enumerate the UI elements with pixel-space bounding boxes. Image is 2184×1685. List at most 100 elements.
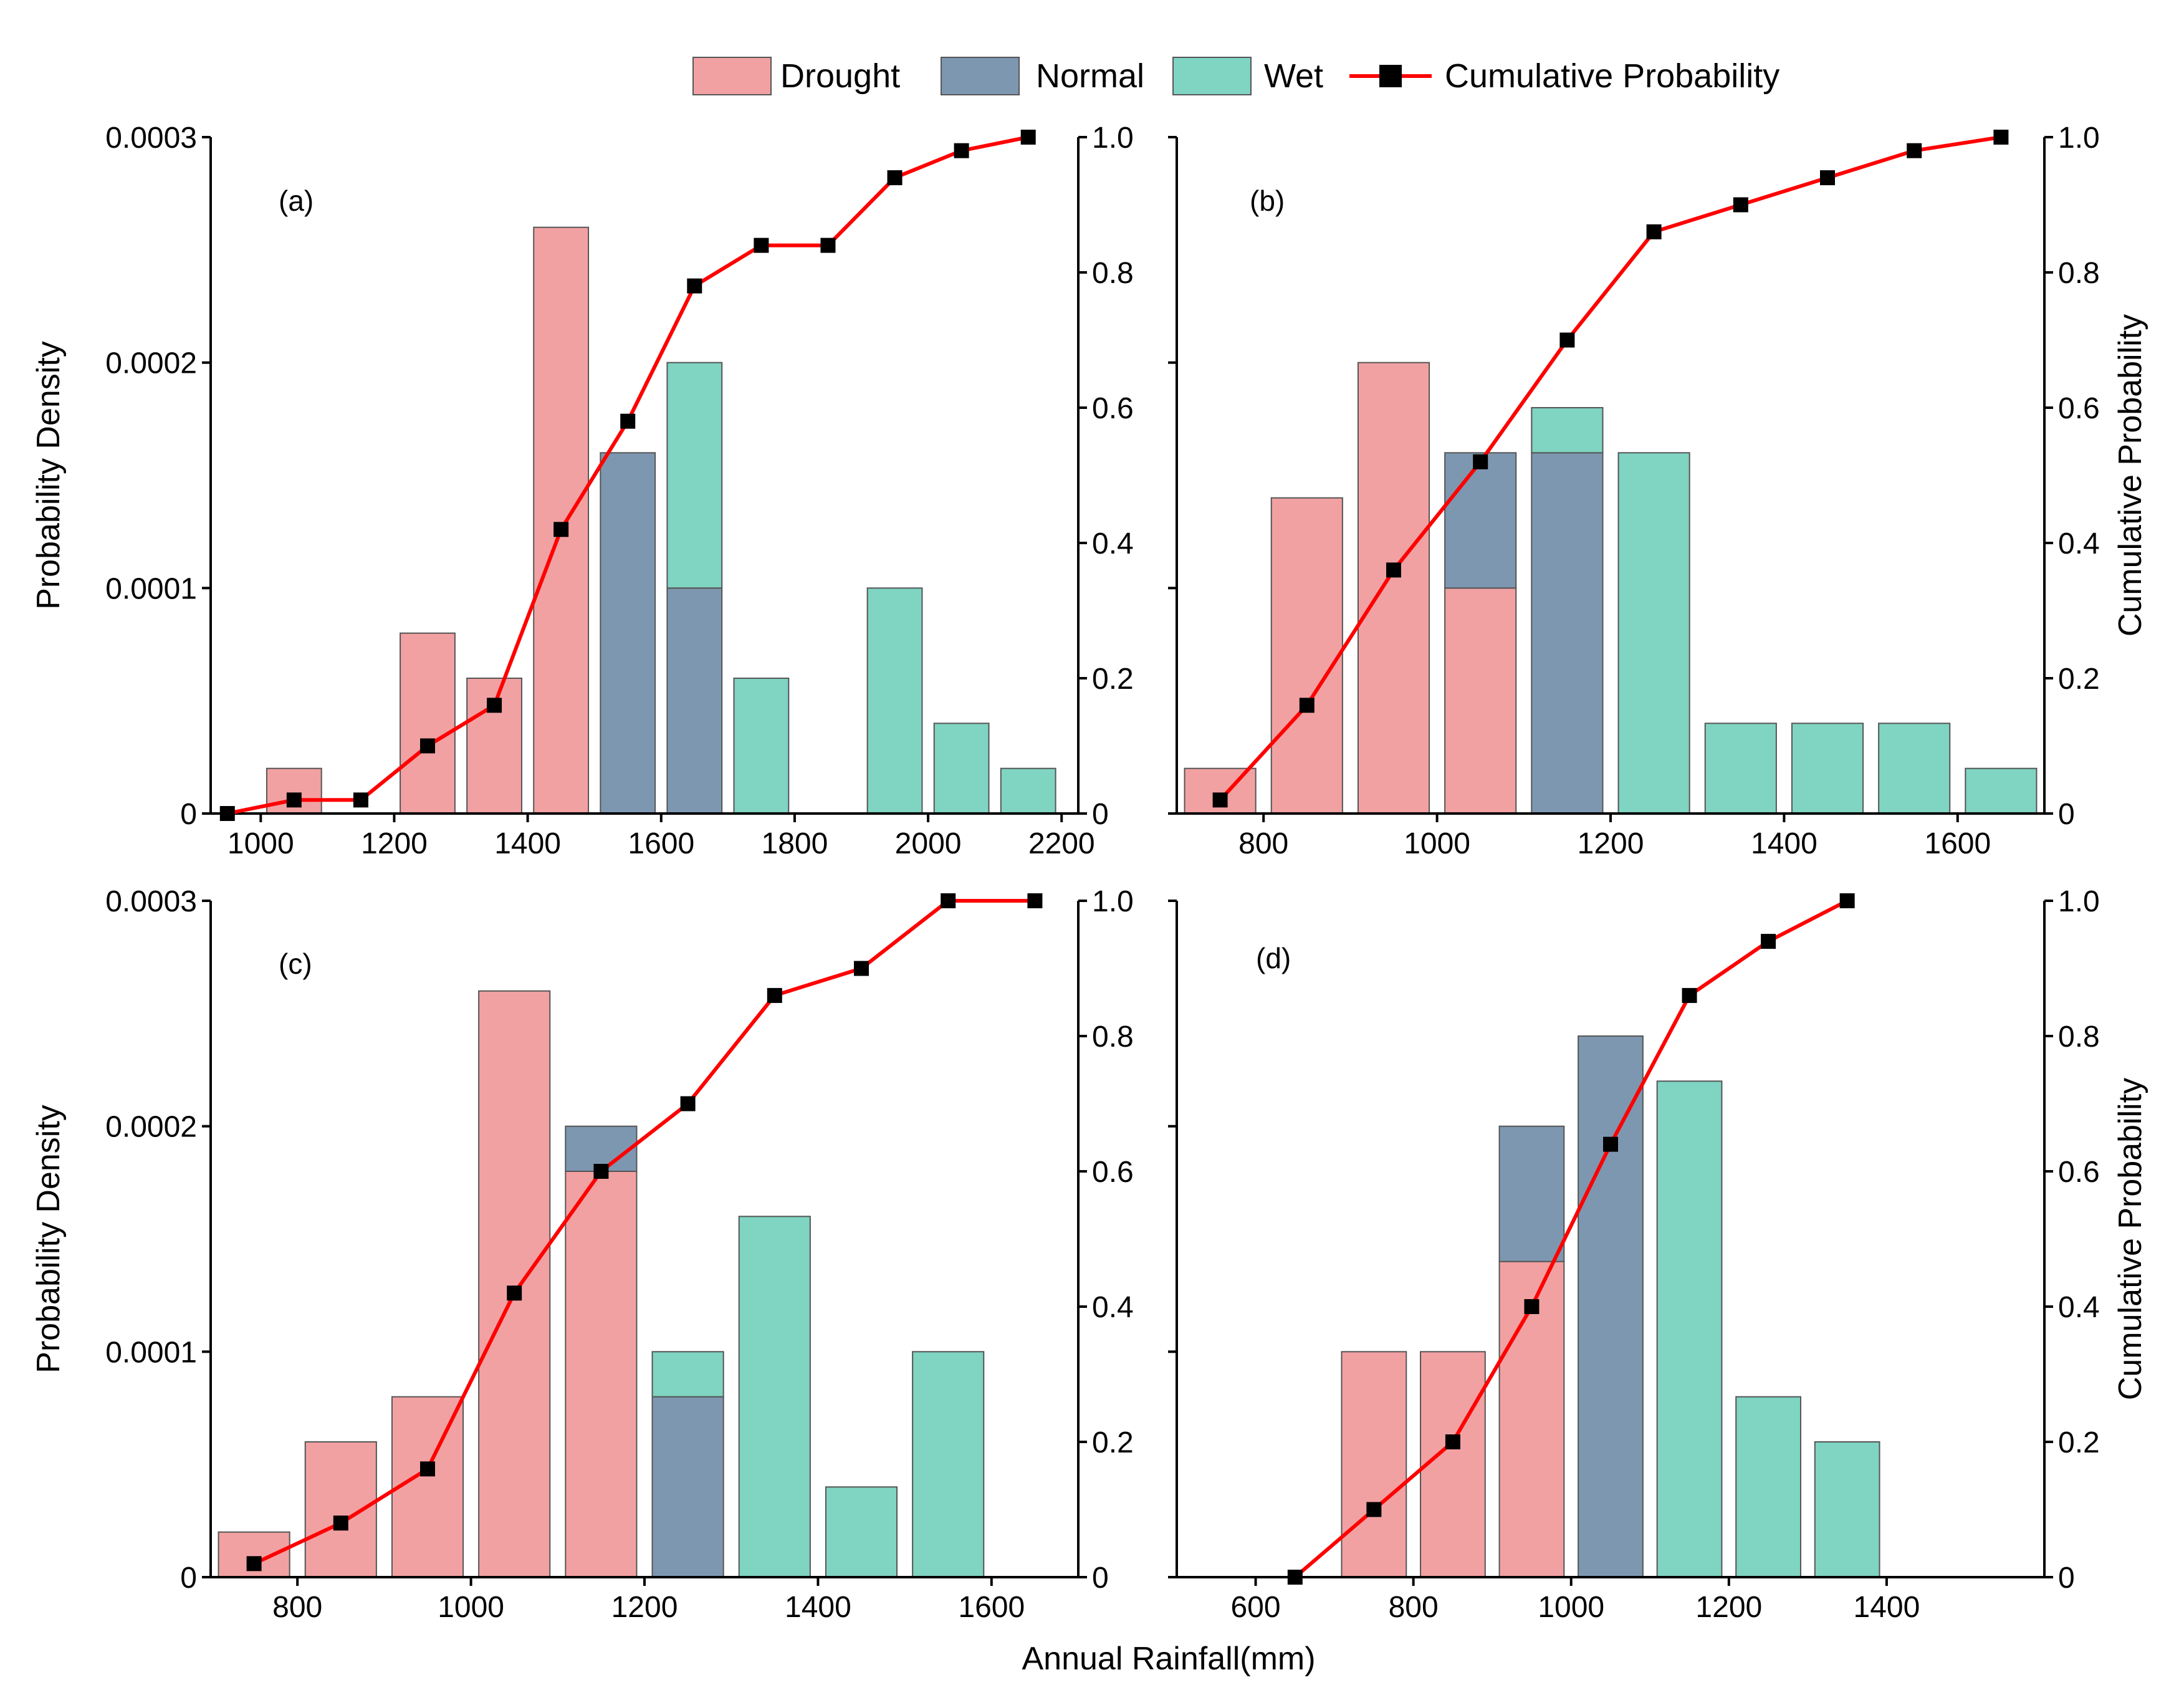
x-tick-label: 2000 [895,827,962,860]
cumulative-marker [767,987,782,1003]
y-tick-label-right: 0.6 [1092,1156,1134,1189]
y-tick-label-right: 0.6 [2058,392,2100,425]
legend-swatch-wet [1172,57,1252,95]
y-tick-label-right: 0.6 [2058,1156,2100,1189]
cumulative-marker [1020,130,1036,145]
bar-wet-1150 [1531,407,1604,454]
y-tick-label-right: 0.2 [1092,1426,1134,1459]
cumulative-marker [754,238,769,253]
x-tick-label: 800 [1238,827,1288,860]
cumulative-marker [1473,454,1488,469]
bar-wet-1650 [666,362,723,589]
y-tick-label-left: 0.0002 [105,347,197,380]
cumulative-marker [854,961,869,976]
cumulative-marker [954,143,969,158]
bar-wet-1150 [1656,1080,1723,1578]
panel-d: 600 800 1000 1200 1400 0 0.2 0.4 0.6 0.8 1.0 (d) Cum… [1168,885,2148,1624]
bar-drought-950 [391,1396,464,1578]
x-tick-label: 1400 [494,827,561,860]
bar-drought-1050 [1444,587,1517,814]
bar-normal-1150 [1531,452,1604,814]
y-axis-title-left: Probability Density [31,1105,67,1373]
x-tick-label: 1000 [228,827,294,860]
panel-label: (c) [279,948,312,980]
x-tick-label: 1200 [611,1591,678,1624]
cumulative-marker [1733,197,1748,213]
bar-wet-1350 [738,1216,811,1578]
bar-normal-1550 [600,452,656,814]
cumulative-marker [1646,224,1662,239]
cumulative-marker [687,278,702,294]
x-tick-label: 2200 [1028,827,1095,860]
x-tick-label: 1600 [1924,827,1991,860]
cumulative-marker [286,792,302,808]
bar-wet-2150 [1000,767,1056,814]
legend-cumulative-marker [1379,65,1402,87]
bar-wet-1350 [1704,722,1777,815]
bar-normal-1150 [565,1125,638,1172]
panel-b: 800 1000 1200 1400 1600 0 0.2 0.4 0.6 0.8 1.0 (b) Cu… [1168,122,2148,860]
y-tick-label-right: 0.8 [1092,1020,1134,1054]
bar-normal-950 [1498,1125,1565,1262]
cumulative-marker [1993,130,2009,145]
cumulative-marker [820,238,836,253]
legend-label-wet: Wet [1264,57,1323,95]
y-axis-title-right: Cumulative Probability [2112,1078,2148,1400]
x-tick-label: 1000 [438,1591,504,1624]
bar-wet-1350 [1814,1441,1880,1578]
x-tick-label: 800 [1389,1591,1439,1624]
legend-label-normal: Normal [1036,57,1144,95]
y-tick-label-right: 0.6 [1092,392,1134,425]
bar-wet-1950 [866,587,923,814]
x-tick-label: 1600 [628,827,694,860]
cumulative-marker [553,522,569,537]
x-tick-label: 1800 [762,827,828,860]
cumulative-marker [1287,1570,1303,1585]
cumulative-marker [420,1461,435,1477]
x-tick-label: 600 [1230,1591,1280,1624]
x-axis-title: Annual Rainfall(mm) [1022,1641,1315,1677]
cumulative-line [1219,135,2001,802]
cumulative-marker [1559,332,1575,348]
y-tick-label-right: 0.4 [2058,527,2100,560]
bar-wet-2050 [933,722,990,815]
cumulative-marker [487,698,502,713]
panel-label: (a) [279,185,314,217]
y-tick-label-right: 1.0 [2058,122,2100,155]
bar-wet-1550 [912,1351,985,1578]
y-tick-label-right: 1.0 [1092,885,1134,918]
cumulative-marker [1299,698,1315,713]
y-tick-label-left: 0.0003 [105,885,197,918]
x-tick-label: 1200 [1578,827,1644,860]
cumulative-marker [1682,987,1697,1003]
y-tick-label-left: 0.0001 [105,572,197,605]
cumulative-marker [1027,893,1043,908]
y-tick-label-right: 1.0 [2058,885,2100,918]
y-tick-label-left: 0.0001 [105,1336,197,1369]
cumulative-marker [353,792,368,808]
cumulative-marker [420,738,435,754]
panel-c: 800 1000 1200 1400 1600 0 0.0001 0.0002 0.0003 0 0… [31,885,1134,1624]
bar-drought-950 [1498,1260,1565,1578]
y-tick-label-right: 0 [1092,1562,1109,1595]
x-tick-label: 1400 [785,1591,851,1624]
cumulative-marker [680,1096,696,1111]
cumulative-marker [1386,562,1401,578]
y-axis-title-left: Probability Density [31,341,67,610]
bar-drought-1150 [565,1171,638,1578]
y-tick-label-right: 1.0 [1092,122,1134,155]
panel-label: (b) [1250,185,1285,217]
panel-a: 1000 1200 1400 1600 1800 2000 220000.00010.000… [31,122,1134,860]
bar-normal-1250 [651,1396,724,1578]
y-tick-label-right: 0.4 [1092,1291,1134,1324]
legend-swatch-normal [941,57,1020,95]
y-tick-label-left: 0.0002 [105,1111,197,1144]
y-tick-label-left: 0 [180,1562,197,1595]
x-tick-label: 1600 [958,1591,1025,1624]
cumulative-marker [1366,1502,1382,1517]
cumulative-marker [941,893,956,908]
bar-wet-1550 [1878,722,1951,815]
y-tick-label-right: 0 [2058,798,2075,831]
cumulative-line [1293,899,1849,1579]
